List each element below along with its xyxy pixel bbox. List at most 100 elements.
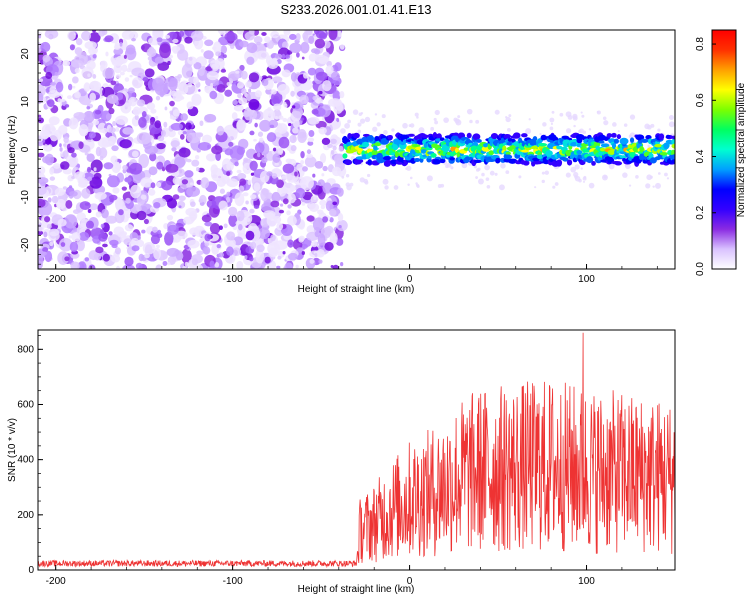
heatmap-noise-cell <box>189 227 200 236</box>
heatmap-noise-cell <box>246 42 258 54</box>
heatmap-y-tick-label: 10 <box>20 96 31 108</box>
heatmap-noise-cell <box>38 117 44 124</box>
heatmap-faint-cell <box>539 133 542 136</box>
snr-x-tick-label: -100 <box>223 576 243 587</box>
heatmap-noise-cell <box>102 243 108 248</box>
heatmap-faint-cell <box>443 117 449 123</box>
heatmap-noise-cell <box>209 260 215 268</box>
heatmap-faint-cell <box>525 128 532 135</box>
heatmap-faint-cell <box>477 178 484 185</box>
heatmap-noise-cell <box>219 188 226 194</box>
colorbar: 0.0 0.2 0.4 0.6 0.8 Normalized spectral ampl… <box>695 29 747 276</box>
heatmap-noise-cell <box>249 208 255 214</box>
heatmap-faint-cell <box>494 109 500 115</box>
heatmap-faint-cell <box>357 129 362 134</box>
heatmap-noise-cell <box>187 56 197 65</box>
heatmap-noise-cell <box>92 119 100 126</box>
heatmap-noise-cell <box>172 38 179 44</box>
heatmap-noise-cell <box>65 199 73 209</box>
heatmap-noise-cell <box>103 162 114 170</box>
heatmap-faint-cell <box>644 123 650 130</box>
heatmap-noise-cell <box>114 42 120 50</box>
heatmap-noise-cell <box>173 50 179 54</box>
heatmap-signal-cell <box>463 157 470 164</box>
heatmap-x-tick-label: -200 <box>46 274 66 285</box>
snr-y-tick-label: 800 <box>17 344 34 355</box>
heatmap-faint-cell <box>664 172 668 177</box>
heatmap-noise-cell <box>164 106 168 111</box>
heatmap-signal-cell <box>390 156 396 160</box>
heatmap-noise-cell <box>60 161 70 170</box>
heatmap-noise-cell <box>328 208 337 217</box>
heatmap-noise-cell <box>242 192 249 197</box>
heatmap-noise-cell <box>248 109 258 120</box>
heatmap-noise-cell <box>228 141 234 147</box>
heatmap-noise-cell <box>160 129 166 137</box>
heatmap-signal-cell <box>394 150 399 158</box>
heatmap-noise-cell <box>110 80 117 86</box>
heatmap-noise-cell <box>236 169 242 174</box>
heatmap-noise-cell <box>281 69 291 78</box>
heatmap-faint-cell <box>466 108 473 115</box>
heatmap-noise-cell <box>150 182 156 189</box>
heatmap-signal-cell <box>441 144 450 152</box>
heatmap-noise-cell <box>124 77 130 82</box>
heatmap-noise-cell <box>253 138 257 142</box>
heatmap-noise-cell <box>185 207 197 217</box>
heatmap-noise-cell <box>127 87 135 94</box>
heatmap-noise-cell <box>222 54 227 59</box>
heatmap-noise-cell <box>118 38 124 44</box>
heatmap-noise-cell <box>100 60 108 70</box>
heatmap-faint-cell <box>376 122 381 127</box>
heatmap-noise-cell <box>178 30 185 38</box>
heatmap-faint-cell <box>494 172 498 176</box>
heatmap-noise-cell <box>332 235 337 240</box>
heatmap-noise-cell <box>59 98 66 103</box>
heatmap-noise-cell <box>62 186 67 190</box>
heatmap-signal-cell <box>613 138 620 144</box>
heatmap-noise-cell <box>49 241 54 247</box>
heatmap-faint-cell <box>622 172 628 178</box>
heatmap-noise-cell <box>204 113 217 123</box>
heatmap-y-tick-label: 20 <box>20 48 31 60</box>
heatmap-noise-cell <box>307 141 314 146</box>
heatmap-signal-cell <box>576 150 583 155</box>
heatmap-noise-cell <box>270 200 280 208</box>
heatmap-signal-cell <box>503 154 513 160</box>
heatmap-signal-cell <box>407 133 415 137</box>
heatmap-noise-cell <box>62 60 71 67</box>
heatmap-noise-cell <box>235 70 240 74</box>
heatmap-noise-cell <box>216 244 221 249</box>
heatmap-noise-cell <box>246 56 255 66</box>
heatmap-noise-cell <box>110 155 118 164</box>
heatmap-noise-cell <box>88 32 101 44</box>
heatmap-noise-cell <box>204 39 214 47</box>
heatmap-signal-cell <box>521 133 528 138</box>
heatmap-faint-cell <box>484 164 490 171</box>
heatmap-noise-cell <box>68 235 72 239</box>
heatmap-noise-cell <box>216 84 226 93</box>
heatmap-noise-cell <box>64 104 70 108</box>
heatmap-noise-cell <box>307 203 311 208</box>
heatmap-signal-cell <box>421 134 430 139</box>
heatmap-faint-cell <box>596 110 601 115</box>
heatmap-noise-cell <box>325 65 334 75</box>
heatmap-noise-cell <box>255 248 265 264</box>
heatmap-noise-cell <box>46 99 55 107</box>
heatmap-noise-cell <box>170 140 180 148</box>
heatmap-noise-cell <box>254 142 265 154</box>
heatmap-noise-cell <box>260 187 269 202</box>
heatmap-noise-cell <box>245 200 249 205</box>
heatmap-noise-cell <box>135 262 143 269</box>
heatmap-faint-cell <box>578 129 582 134</box>
heatmap-noise-cell <box>322 56 330 63</box>
heatmap-noise-cell <box>105 215 118 224</box>
heatmap-noise-cell <box>38 114 42 118</box>
heatmap-noise-cell <box>299 176 314 191</box>
heatmap-noise-cell <box>313 30 320 35</box>
heatmap-noise-cell <box>103 241 108 244</box>
heatmap-noise-cell <box>115 199 125 213</box>
heatmap-noise-cell <box>171 147 177 152</box>
heatmap-signal-cell <box>545 150 553 157</box>
heatmap-noise-cell <box>266 132 277 143</box>
